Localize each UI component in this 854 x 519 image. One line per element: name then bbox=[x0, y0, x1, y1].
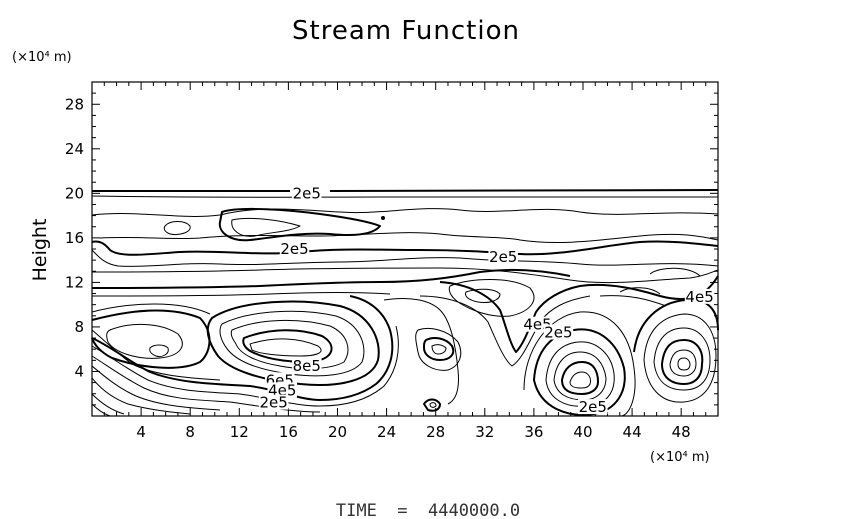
contour-low-8 bbox=[91, 329, 221, 381]
contour-x40-outer bbox=[523, 311, 636, 417]
x-unit-label: (×10⁴ m) bbox=[650, 450, 710, 465]
x-tick-label: 48 bbox=[672, 423, 691, 441]
contour-low-4 bbox=[91, 365, 221, 411]
contour-label-bg bbox=[279, 241, 310, 256]
contour-label: 2e5 bbox=[489, 248, 517, 266]
contour-center-5 bbox=[249, 338, 322, 357]
contour-center-1 bbox=[206, 300, 380, 386]
contour-x48-3 bbox=[653, 327, 711, 391]
contour-label-bg bbox=[543, 324, 574, 340]
y-tick-label: 12 bbox=[65, 273, 84, 291]
contour-label: 2e5 bbox=[544, 324, 572, 342]
y-tick-label: 20 bbox=[65, 184, 84, 202]
x-tick-label: 16 bbox=[279, 423, 298, 441]
contour-left-3 bbox=[106, 323, 183, 359]
chart-title: Stream Function bbox=[292, 16, 520, 46]
y-tick-label: 8 bbox=[74, 318, 84, 336]
contour-x28-1 bbox=[383, 297, 459, 405]
contour-low-7 bbox=[91, 403, 111, 417]
contour-x40-5 bbox=[569, 371, 591, 389]
contour-x28-bottom-inner bbox=[429, 402, 437, 408]
contour-label: 2e5 bbox=[579, 398, 607, 416]
x-tick-label: 36 bbox=[524, 423, 543, 441]
contour-right-bump-2 bbox=[649, 267, 701, 277]
x-tick-label: 40 bbox=[573, 423, 592, 441]
contour-upper-loop-inner bbox=[231, 217, 301, 237]
contour-x40-2 bbox=[545, 341, 615, 407]
x-tick-label: 44 bbox=[623, 423, 642, 441]
x-tick-label: 4 bbox=[136, 423, 146, 441]
contour-upper-wave-2 bbox=[99, 232, 719, 244]
y-tick-label: 4 bbox=[74, 362, 84, 380]
contour-x28-2 bbox=[415, 328, 462, 371]
contour-x48-4 bbox=[661, 339, 704, 385]
x-tick-label: 20 bbox=[328, 423, 347, 441]
y-tick-label: 24 bbox=[65, 140, 84, 158]
x-tick-label: 12 bbox=[230, 423, 249, 441]
contour-upper-loop bbox=[218, 207, 381, 242]
contour-top-thin bbox=[91, 195, 719, 198]
contour-lines bbox=[91, 189, 719, 417]
x-tick-label: 28 bbox=[426, 423, 445, 441]
contour-x28-4 bbox=[431, 344, 447, 355]
contour-x48-2 bbox=[643, 313, 717, 403]
contour-label-bg bbox=[292, 185, 322, 201]
contour-label: 2e5 bbox=[259, 394, 287, 412]
contour-low-1 bbox=[91, 295, 394, 401]
contour-2e5-top bbox=[92, 189, 719, 192]
contour-label: 4e5 bbox=[685, 288, 713, 306]
contour-label-bg bbox=[684, 288, 715, 304]
contour-low-5 bbox=[91, 377, 191, 415]
contour-v-thin bbox=[419, 295, 591, 367]
contour-x40-3 bbox=[553, 351, 607, 401]
contour-mid-thin bbox=[91, 249, 719, 267]
contour-label: 2e5 bbox=[293, 184, 321, 202]
y-unit-label: (×10⁴ m) bbox=[12, 50, 72, 65]
contour-blob-x30-inner bbox=[465, 288, 501, 303]
x-tick-label: 32 bbox=[475, 423, 494, 441]
contour-x28-bottom bbox=[423, 398, 441, 412]
contour-x28-3 bbox=[423, 337, 455, 361]
contour-label-bg bbox=[292, 357, 322, 373]
contour-mid-thin-2 bbox=[91, 267, 719, 284]
contour-label-bg bbox=[267, 382, 298, 398]
contour-2e5-mid bbox=[91, 240, 719, 256]
contour-label-bg bbox=[258, 394, 289, 410]
y-tick-label: 16 bbox=[65, 229, 84, 247]
contour-small-blob bbox=[163, 221, 191, 235]
contour-label: 2e5 bbox=[280, 240, 308, 258]
contour-right-upper-thin bbox=[599, 295, 667, 307]
contour-upper-wave-1 bbox=[91, 208, 719, 217]
x-tick-label: 8 bbox=[185, 423, 195, 441]
contour-left-4 bbox=[149, 344, 169, 357]
contour-center-3 bbox=[230, 319, 349, 370]
contour-x48-6 bbox=[677, 357, 691, 371]
contour-right-bump bbox=[619, 287, 661, 295]
contour-label: 8e5 bbox=[293, 357, 321, 375]
contour-thick-11 bbox=[91, 268, 571, 289]
contour-thick-11-b bbox=[91, 292, 391, 297]
contour-v-thick bbox=[439, 281, 581, 353]
contour-label-bg bbox=[488, 248, 518, 264]
time-footer: TIME = 4440000.0 bbox=[336, 501, 520, 519]
contour-left-1 bbox=[91, 309, 211, 369]
y-tick-label: 28 bbox=[65, 95, 84, 113]
contour-label-bg bbox=[578, 399, 608, 415]
contour-low-6 bbox=[91, 393, 125, 415]
y-axis-label: Height bbox=[29, 219, 51, 282]
contour-left-2 bbox=[91, 303, 211, 315]
contour-blob-x30 bbox=[448, 279, 535, 317]
contour-x40-4 bbox=[561, 361, 599, 395]
contour-dot bbox=[381, 216, 385, 220]
contour-center-2 bbox=[219, 310, 365, 377]
x-tick-label: 24 bbox=[377, 423, 396, 441]
contour-x48-5 bbox=[669, 349, 697, 377]
